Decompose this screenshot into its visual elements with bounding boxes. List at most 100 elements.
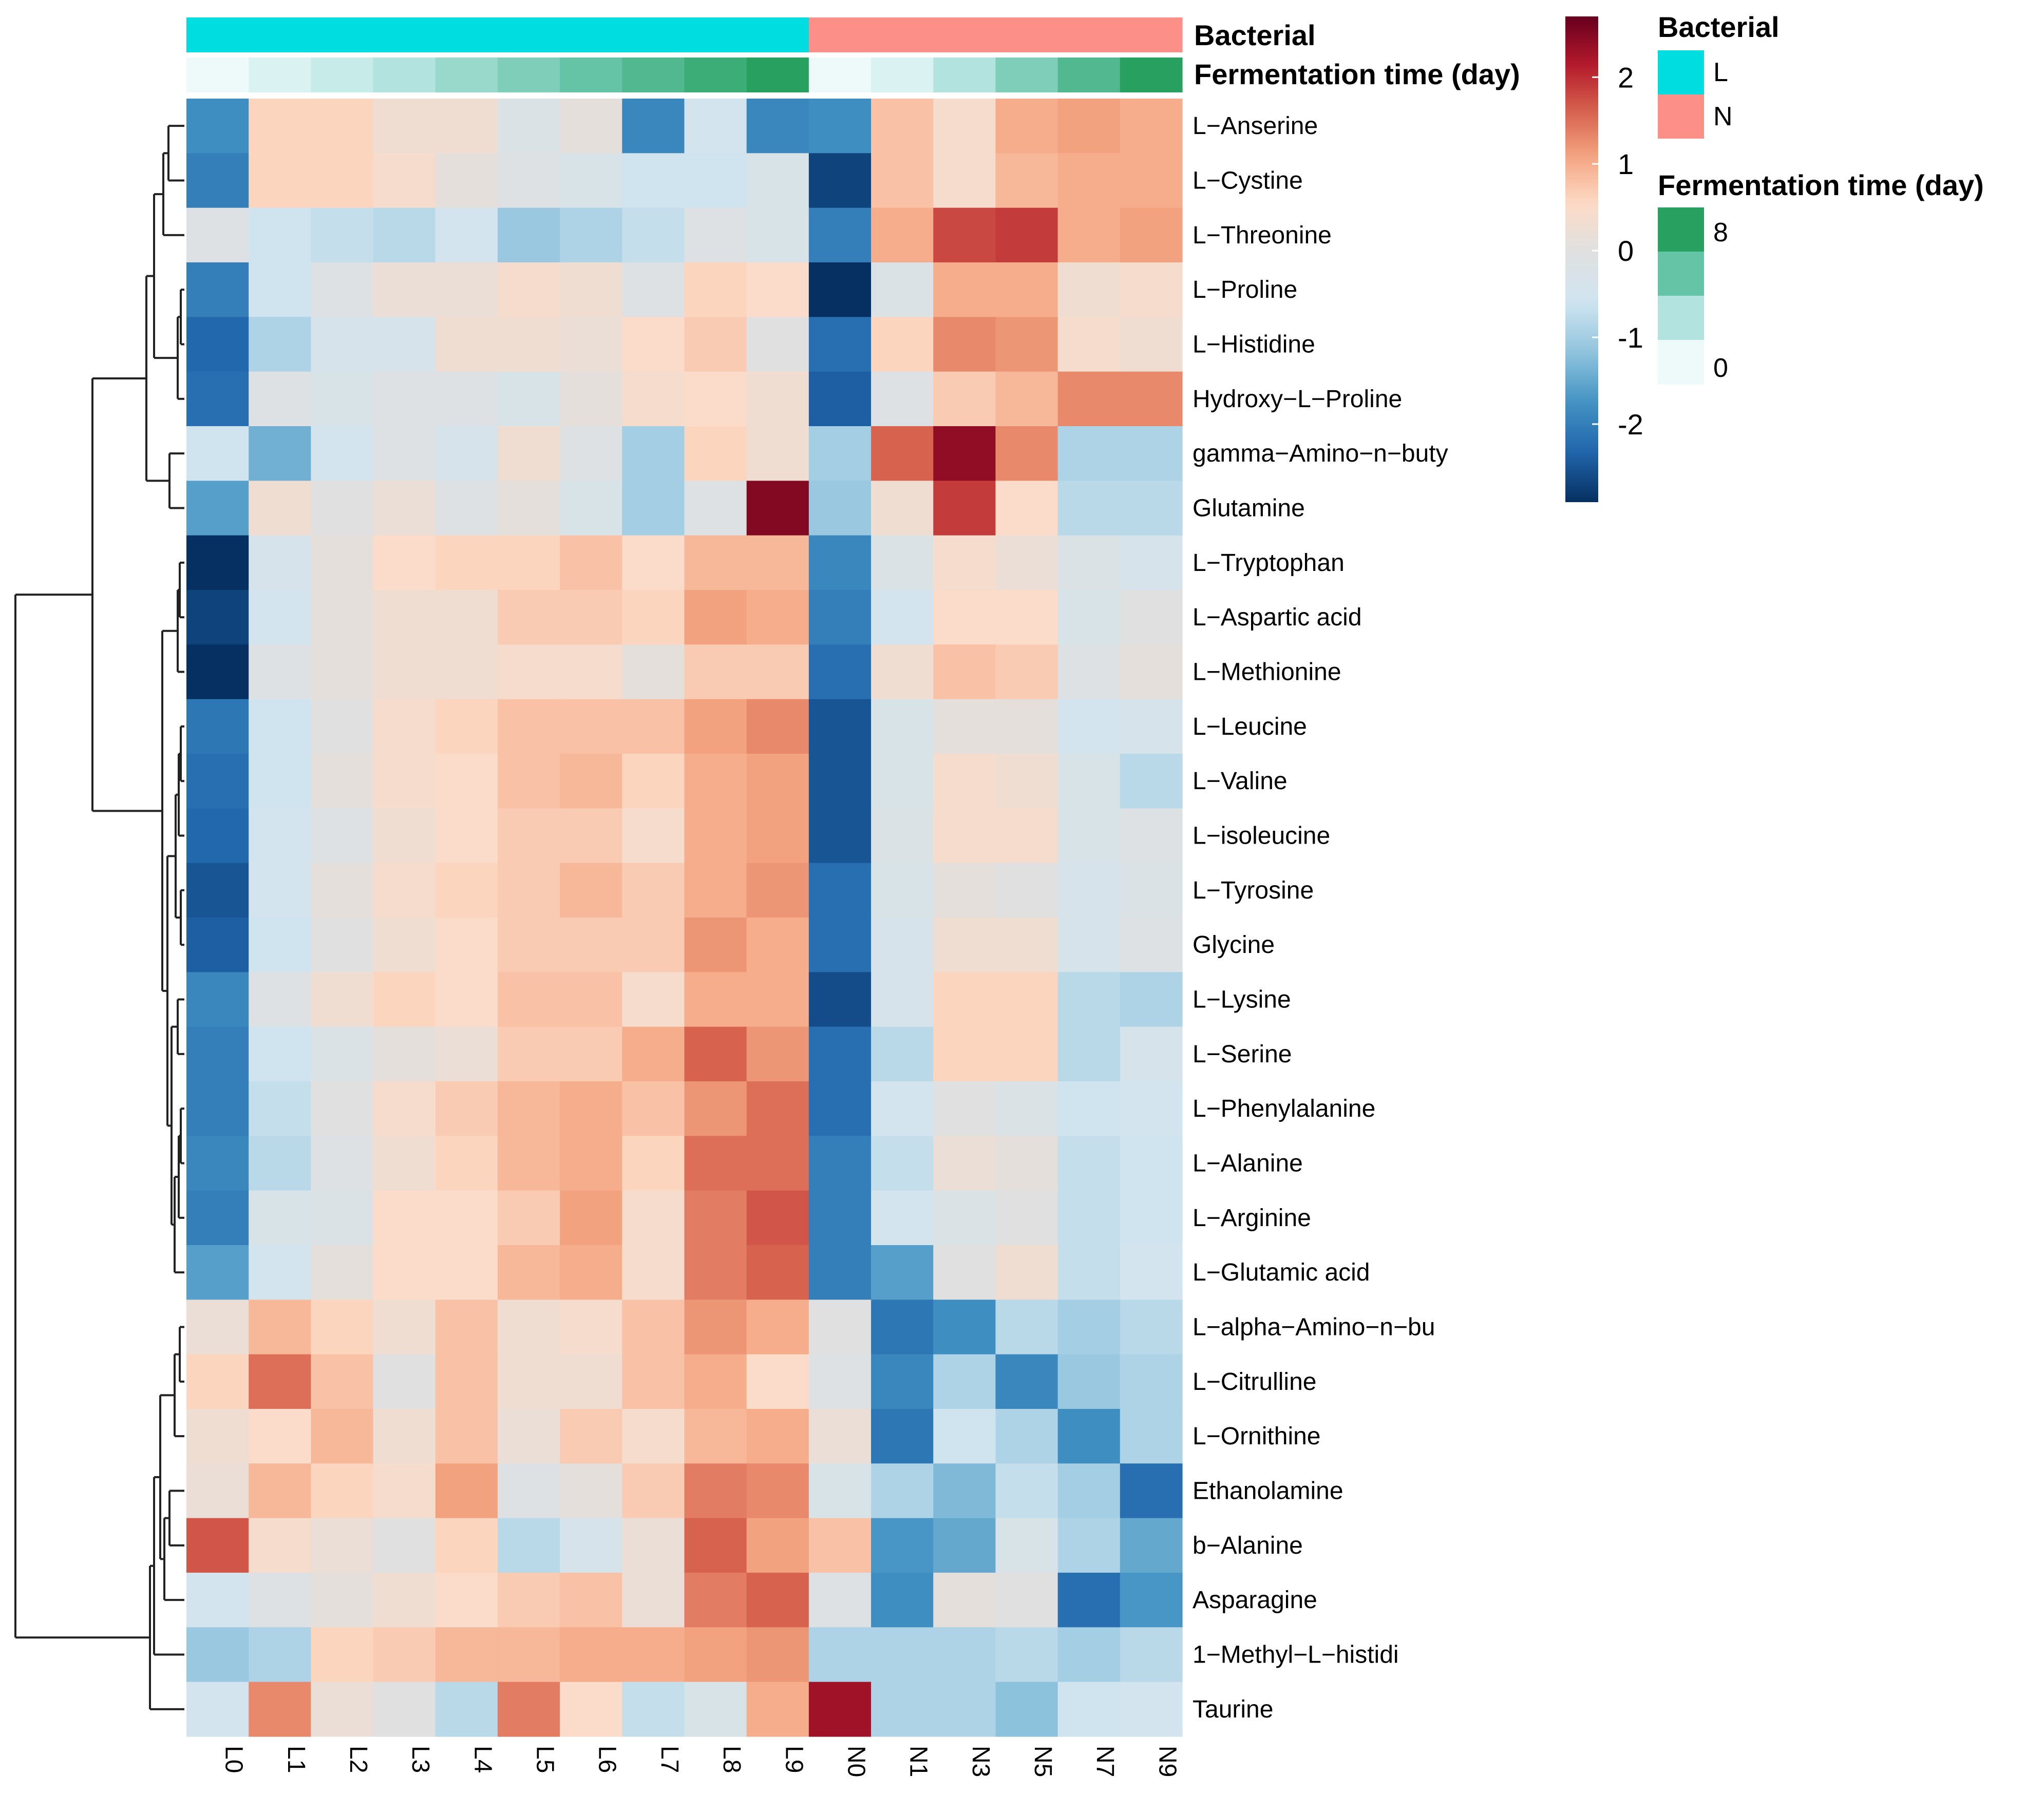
heatmap-cell <box>1120 1354 1183 1409</box>
heatmap-cell <box>560 153 622 208</box>
heatmap-cell <box>560 317 622 372</box>
heatmap-cell <box>560 1409 622 1464</box>
heatmap-cell <box>871 1245 934 1300</box>
column-label: L0 <box>220 1746 248 1773</box>
annotation-cell-fermentation <box>933 58 996 92</box>
heatmap-cell <box>808 207 872 263</box>
annotation-cell-bacterial <box>186 17 249 52</box>
heatmap-cell <box>1057 754 1121 809</box>
heatmap-cell <box>622 754 685 809</box>
heatmap-cell <box>435 1627 498 1683</box>
heatmap-cell <box>1057 590 1121 645</box>
heatmap-cell <box>497 590 560 645</box>
heatmap-cell <box>497 371 560 427</box>
heatmap-cell <box>622 1409 685 1464</box>
heatmap-cell <box>746 207 809 263</box>
heatmap-cell <box>622 1354 685 1409</box>
heatmap-cell <box>497 1682 560 1737</box>
heatmap-cell <box>497 972 560 1027</box>
heatmap-cell <box>995 863 1058 918</box>
heatmap-cell <box>746 99 809 154</box>
heatmap-cell <box>684 1409 747 1464</box>
heatmap-cell <box>373 1682 436 1737</box>
heatmap-cell <box>746 426 809 481</box>
heatmap-cell <box>871 481 934 536</box>
heatmap-cell <box>249 699 311 754</box>
heatmap-cell <box>249 426 311 481</box>
heatmap-cell <box>249 1463 311 1519</box>
heatmap-cell <box>995 1573 1058 1628</box>
heatmap-cell <box>684 99 747 154</box>
heatmap-cell <box>808 808 872 864</box>
heatmap-cell <box>435 1354 498 1409</box>
heatmap-cell <box>622 1190 685 1246</box>
heatmap-cell <box>373 699 436 754</box>
heatmap-cell <box>373 1463 436 1519</box>
heatmap-cell <box>497 207 560 263</box>
heatmap-cell <box>622 863 685 918</box>
heatmap-cell <box>933 1136 996 1191</box>
row-label: L−Aspartic acid <box>1193 604 1362 631</box>
heatmap-cell <box>933 371 996 427</box>
heatmap-cell <box>497 262 560 317</box>
heatmap-cell <box>560 1190 622 1246</box>
annotation-cell-fermentation <box>249 58 311 92</box>
heatmap-cell <box>933 1409 996 1464</box>
row-label: Glutamine <box>1193 495 1305 522</box>
heatmap-cell <box>746 371 809 427</box>
heatmap-cell <box>871 153 934 208</box>
heatmap-cell <box>1057 644 1121 700</box>
heatmap-cell <box>186 1026 249 1082</box>
column-label: L5 <box>532 1746 559 1773</box>
heatmap-cell <box>746 1573 809 1628</box>
heatmap-cell <box>435 1190 498 1246</box>
heatmap-cell <box>684 1081 747 1136</box>
heatmap-cell <box>311 535 374 590</box>
heatmap-cell <box>933 262 996 317</box>
heatmap-cell <box>622 1682 685 1737</box>
heatmap-cell <box>249 207 311 263</box>
heatmap-cell <box>249 317 311 372</box>
row-label: L−Cystine <box>1193 167 1303 195</box>
heatmap-cell <box>808 262 872 317</box>
heatmap-cell <box>1120 754 1183 809</box>
heatmap-cell <box>497 1245 560 1300</box>
heatmap-cell <box>995 426 1058 481</box>
heatmap-cell <box>933 644 996 700</box>
heatmap-cell <box>933 1518 996 1573</box>
column-annotation-bars <box>186 17 1183 92</box>
heatmap-cell <box>1057 99 1121 154</box>
heatmap-cell <box>186 590 249 645</box>
heatmap-cell <box>560 972 622 1027</box>
heatmap-cell <box>684 1245 747 1300</box>
heatmap-cell <box>808 1354 872 1409</box>
heatmap-cell <box>186 1300 249 1355</box>
heatmap-cell <box>1120 1245 1183 1300</box>
color-scale-legend: 2 1 0 -1 -2 <box>1565 16 1643 502</box>
heatmap-cell <box>1120 1627 1183 1683</box>
heatmap-cell <box>497 1573 560 1628</box>
heatmap-cell <box>373 590 436 645</box>
heatmap-cell <box>871 699 934 754</box>
heatmap-cell <box>311 972 374 1027</box>
heatmap-cell <box>808 535 872 590</box>
legend-swatch-fermentation <box>1658 252 1704 296</box>
row-label: L−Threonine <box>1193 222 1332 249</box>
heatmap-cell <box>1057 262 1121 317</box>
heatmap-cell <box>1120 207 1183 263</box>
heatmap-cell <box>622 1026 685 1082</box>
heatmap-cell <box>311 754 374 809</box>
heatmap-cell <box>871 99 934 154</box>
heatmap-cell <box>995 99 1058 154</box>
heatmap-cell <box>311 1026 374 1082</box>
heatmap-cell <box>933 99 996 154</box>
heatmap-cell <box>1057 972 1121 1027</box>
heatmap-cell <box>560 754 622 809</box>
heatmap-cell <box>186 699 249 754</box>
heatmap-cell <box>1057 863 1121 918</box>
heatmap-cell <box>186 863 249 918</box>
heatmap-cell <box>311 1463 374 1519</box>
heatmap-cell <box>1120 918 1183 972</box>
heatmap-cell <box>622 1463 685 1519</box>
row-labels: L−Anserine L−Cystine L−Threonine L−Proline L… <box>1193 112 1448 1723</box>
